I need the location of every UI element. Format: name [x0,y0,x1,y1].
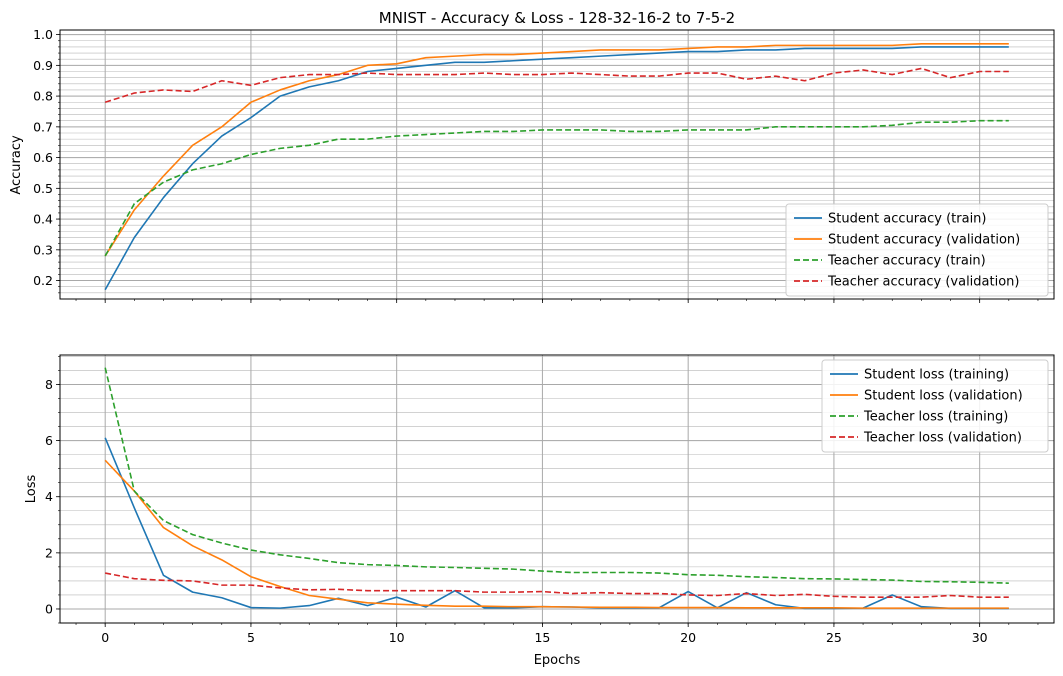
legend-label: Teacher accuracy (validation) [827,275,1020,290]
accuracy-y-axis-label: Accuracy [9,135,24,195]
y-tick-label: 0.7 [33,119,53,134]
series-line [104,43,1009,257]
series-line [104,119,1009,257]
legend-label: Student loss (validation) [864,389,1023,404]
accuracy-axes-frame [59,29,1055,300]
y-tick-label: 0.6 [33,150,53,165]
legend-label: Teacher loss (training) [863,410,1008,425]
y-tick-label: 0.8 [33,89,53,104]
loss-axes-frame [59,354,1055,624]
y-tick-label: 0.9 [33,58,53,73]
x-tick-label: 25 [826,630,842,645]
y-tick-label: 0.4 [33,212,53,227]
x-tick-label: 20 [680,630,696,645]
legend-label: Student loss (training) [864,368,1009,383]
legend-label: Student accuracy (train) [828,212,987,227]
loss-x-ticks: 0 5 10 15 20 25 30 [75,623,1039,645]
accuracy-panel: MNIST - Accuracy & Loss - 128-32-16-2 to… [9,9,1055,303]
x-tick-label: 30 [972,630,988,645]
legend-box [785,203,1049,297]
accuracy-y-ticks: 0.2 0.3 0.4 0.5 0.6 0.7 0.8 0.9 1.0 [33,27,60,294]
series-line [104,46,1009,291]
legend-box [821,359,1049,453]
x-tick-label: 15 [534,630,550,645]
x-tick-label: 10 [389,630,405,645]
series-line [104,67,1009,104]
loss-y-ticks: 0 2 4 6 8 [45,356,60,624]
accuracy-legend: Student accuracy (train) Student accuracy… [785,203,1049,297]
legend-label: Student accuracy (validation) [828,233,1020,248]
y-tick-label: 8 [45,377,53,392]
accuracy-x-ticks [75,299,1039,303]
y-tick-label: 0.5 [33,181,53,196]
legend-label: Teacher accuracy (train) [827,254,986,269]
y-tick-label: 0 [45,601,53,616]
loss-panel: 0 2 4 6 8 0 5 10 15 20 25 30 Loss Epochs Student l… [24,354,1055,668]
loss-legend: Student loss (training) Student loss (val… [821,359,1049,453]
x-tick-label: 5 [247,630,255,645]
loss-series [104,367,1009,610]
y-tick-label: 0.2 [33,273,53,288]
y-tick-label: 6 [45,433,53,448]
chart-title: MNIST - Accuracy & Loss - 128-32-16-2 to… [379,9,735,27]
loss-y-axis-label: Loss [24,475,39,504]
y-tick-label: 1.0 [33,27,53,42]
y-tick-label: 0.3 [33,242,53,257]
x-tick-label: 0 [101,630,109,645]
series-line [104,459,1009,609]
y-tick-label: 4 [45,489,53,504]
accuracy-series [104,43,1009,291]
series-line [104,367,1009,584]
x-axis-label: Epochs [534,653,581,668]
legend-label: Teacher loss (validation) [863,431,1022,446]
y-tick-label: 2 [45,545,53,560]
series-line [105,572,1009,598]
